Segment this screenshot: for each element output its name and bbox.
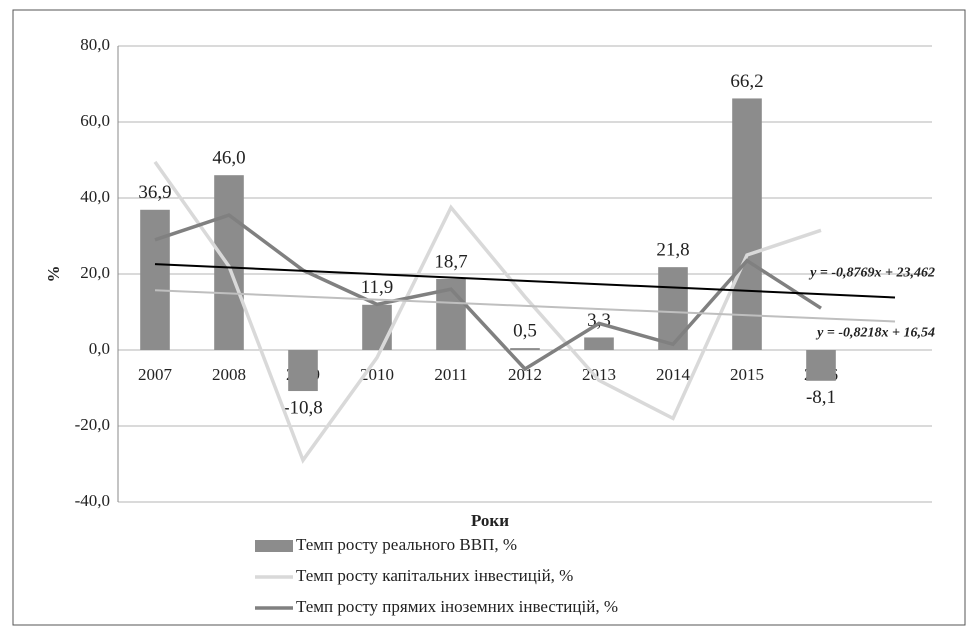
legend-label: Темп росту реального ВВП, % xyxy=(296,535,517,554)
data-label: 66,2 xyxy=(730,71,763,92)
bar xyxy=(288,350,318,392)
x-tick-label: 2011 xyxy=(434,365,467,384)
data-label: 21,8 xyxy=(656,240,689,261)
y-tick-label: 20,0 xyxy=(80,263,110,282)
line xyxy=(153,160,822,464)
bar xyxy=(362,304,392,350)
bar xyxy=(510,348,540,350)
trendline xyxy=(154,289,896,323)
data-label: 18,7 xyxy=(434,251,467,272)
data-label: 0,5 xyxy=(513,320,537,341)
data-label: -10,8 xyxy=(283,397,323,418)
y-tick-label: 40,0 xyxy=(80,187,110,206)
data-label: 46,0 xyxy=(212,148,245,169)
y-tick-label: 0,0 xyxy=(89,339,110,358)
x-axis-title: Роки xyxy=(471,511,509,530)
frame xyxy=(12,9,966,626)
bar xyxy=(140,209,170,350)
x-tick-label: 2007 xyxy=(138,365,173,384)
data-label: 11,9 xyxy=(361,277,394,298)
y-tick-label: -20,0 xyxy=(75,415,110,434)
x-tick-label: 2012 xyxy=(508,365,542,384)
bar xyxy=(584,337,614,350)
bar xyxy=(732,98,762,350)
legend-swatch xyxy=(255,540,293,552)
data-label: -8,1 xyxy=(806,387,836,408)
x-tick-label: 2008 xyxy=(212,365,246,384)
y-tick-label: -40,0 xyxy=(75,491,110,510)
trendline xyxy=(154,263,896,299)
x-tick-label: 2015 xyxy=(730,365,764,384)
bar xyxy=(214,175,244,350)
y-tick-label: 60,0 xyxy=(80,111,110,130)
trendline-label: y = -0,8218x + 16,54 xyxy=(815,326,935,341)
line xyxy=(154,213,822,372)
legend-label: Темп росту прямих іноземних інвестицій, … xyxy=(296,597,618,616)
legend-label: Темп росту капітальних інвестицій, % xyxy=(296,566,573,585)
y-axis-title: % xyxy=(44,266,63,283)
data-label: 36,9 xyxy=(138,182,171,203)
y-tick-label: 80,0 xyxy=(80,35,110,54)
x-tick-label: 2014 xyxy=(656,365,691,384)
bar xyxy=(658,267,688,350)
trendline-label: y = -0,8769x + 23,462 xyxy=(808,266,935,281)
bar xyxy=(806,350,836,381)
